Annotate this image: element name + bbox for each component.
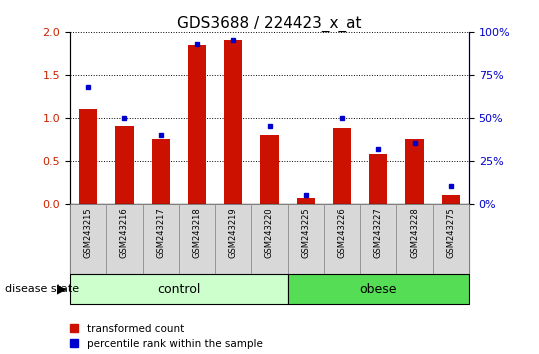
Text: GSM243227: GSM243227 <box>374 207 383 258</box>
Bar <box>433 204 469 274</box>
Bar <box>288 274 469 304</box>
Text: GSM243215: GSM243215 <box>84 207 93 258</box>
Bar <box>224 40 243 204</box>
Text: GSM243218: GSM243218 <box>192 207 202 258</box>
Bar <box>179 204 215 274</box>
Text: GSM243225: GSM243225 <box>301 207 310 258</box>
Text: GSM243219: GSM243219 <box>229 207 238 258</box>
Bar <box>143 204 179 274</box>
Bar <box>296 198 315 204</box>
Legend: transformed count, percentile rank within the sample: transformed count, percentile rank withi… <box>70 324 262 349</box>
Bar <box>251 204 288 274</box>
Text: GSM243226: GSM243226 <box>337 207 347 258</box>
Text: control: control <box>157 283 201 296</box>
Text: ▶: ▶ <box>57 283 67 296</box>
Bar <box>151 139 170 204</box>
Text: GSM243228: GSM243228 <box>410 207 419 258</box>
Bar <box>106 204 143 274</box>
Text: disease state: disease state <box>5 284 80 295</box>
Bar <box>70 274 288 304</box>
Bar <box>360 204 396 274</box>
Text: obese: obese <box>360 283 397 296</box>
Bar <box>333 128 351 204</box>
Text: GSM243217: GSM243217 <box>156 207 165 258</box>
Bar <box>396 204 433 274</box>
Text: GSM243216: GSM243216 <box>120 207 129 258</box>
Bar <box>405 139 424 204</box>
Text: GSM243220: GSM243220 <box>265 207 274 258</box>
Title: GDS3688 / 224423_x_at: GDS3688 / 224423_x_at <box>177 16 362 32</box>
Bar <box>324 204 360 274</box>
Bar <box>260 135 279 204</box>
Bar <box>70 204 106 274</box>
Bar <box>115 126 134 204</box>
Bar <box>288 204 324 274</box>
Bar <box>442 195 460 204</box>
Text: GSM243275: GSM243275 <box>446 207 455 258</box>
Bar <box>188 45 206 204</box>
Bar <box>369 154 388 204</box>
Bar <box>79 109 97 204</box>
Bar <box>215 204 251 274</box>
